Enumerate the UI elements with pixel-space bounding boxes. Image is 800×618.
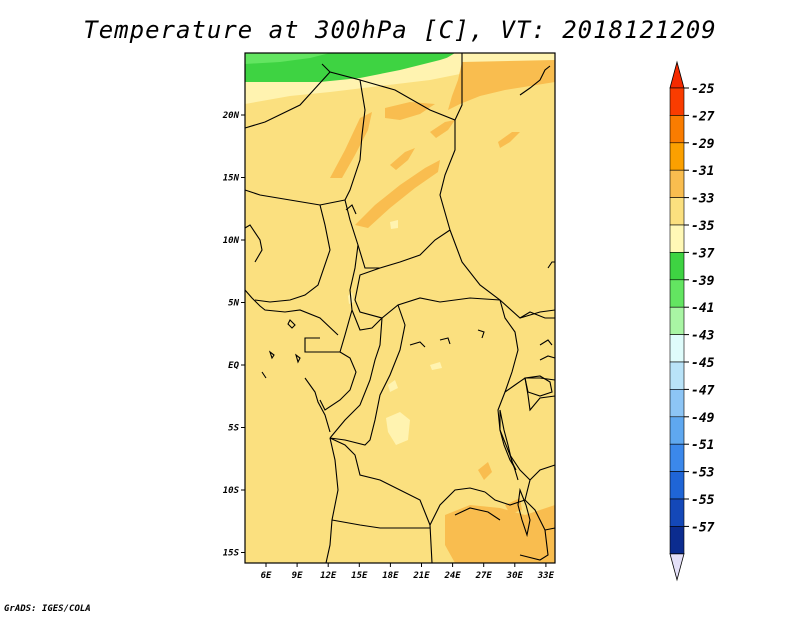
cool-patch-5 [390, 220, 398, 229]
colorbar-label: -39 [691, 274, 715, 289]
warm-patch-se [445, 505, 555, 563]
country-borders [244, 53, 556, 564]
lat-tick-label: 10S [223, 486, 240, 496]
colorbar-bottom-arrow [669, 553, 685, 582]
colorbar-swatch [669, 416, 685, 445]
lon-tick-label: 12E [320, 571, 337, 581]
colorbar-label: -53 [691, 466, 715, 481]
lat-tick-label: EQ [228, 361, 239, 371]
map-base-fill [245, 53, 555, 563]
colorbar-label: -33 [691, 192, 715, 207]
colorbar-label: -43 [691, 329, 715, 344]
warm-streak-2 [385, 102, 435, 120]
colorbar-swatch [669, 169, 685, 198]
colorbar-label: -31 [691, 164, 714, 179]
lat-tick-label: 15N [223, 174, 240, 184]
lon-tick-label: 9E [292, 571, 303, 581]
colorbar-swatch [669, 306, 685, 335]
latitude-axis: 20N 15N 10N 5N EQ 5S 10S 15S [222, 111, 245, 559]
colorbar-swatch [669, 334, 685, 363]
colorbar-swatch [669, 87, 685, 116]
colorbar-label: -37 [691, 246, 715, 261]
cool-patch-1 [386, 412, 410, 445]
colorbar-swatch [669, 197, 685, 226]
colorbar-swatch [669, 115, 685, 144]
colorbar-label: -29 [691, 137, 715, 152]
grads-credit: GrADS: IGES/COLA [4, 604, 91, 614]
lat-tick-label: 15S [223, 549, 240, 559]
lon-tick-label: 21E [412, 571, 430, 581]
lat-tick-label: 5N [228, 299, 239, 309]
colorbar-label: -45 [691, 356, 715, 371]
lon-tick-label: 33E [537, 571, 555, 581]
plot-area [244, 52, 556, 564]
light-green-band-north [245, 53, 330, 64]
longitude-axis: 6E 9E 12E 15E 18E 21E 24E 27E 30E 33E [261, 563, 555, 581]
green-band-north [245, 53, 462, 82]
colorbar-swatch [669, 224, 685, 253]
colorbar-label: -27 [691, 109, 715, 124]
warm-patch-ne [448, 60, 555, 110]
colorbar-swatch [669, 142, 685, 171]
cool-patch-2 [430, 362, 442, 370]
colorbar-label: -55 [691, 493, 715, 508]
warm-streak-1 [330, 112, 372, 178]
lat-tick-label: 10N [223, 236, 240, 246]
map-title: Temperature at 300hPa [C], VT: 201812120… [83, 16, 717, 44]
warm-streak-3 [355, 160, 440, 228]
lon-tick-label: 15E [351, 571, 368, 581]
colorbar-swatch [669, 498, 685, 527]
colorbar-swatch [669, 443, 685, 472]
lon-tick-label: 18E [382, 571, 399, 581]
colorbar: -25 -27 -29 -31 -33 -35 -37 -39 -41 -43 -45 -47 -49 -… [669, 60, 715, 582]
warm-streak-6 [498, 132, 520, 148]
colorbar-swatch [669, 252, 685, 281]
colorbar-label: -41 [691, 301, 714, 316]
colorbar-label: -25 [691, 82, 715, 97]
lon-tick-label: 30E [506, 571, 524, 581]
colorbar-swatch [669, 361, 685, 390]
warm-streak-4 [390, 148, 415, 170]
lat-tick-label: 5S [228, 424, 239, 434]
colorbar-label: -51 [691, 438, 714, 453]
colorbar-swatch [669, 389, 685, 418]
colorbar-swatch [669, 279, 685, 308]
lon-tick-label: 24E [443, 571, 461, 581]
lat-tick-label: 20N [222, 111, 240, 121]
plot-frame [244, 52, 556, 564]
lon-tick-label: 27E [475, 571, 493, 581]
colorbar-label: -57 [691, 520, 715, 535]
lon-tick-label: 6E [261, 571, 272, 581]
colorbar-swatch [669, 471, 685, 500]
colorbar-label: -49 [691, 411, 715, 426]
colorbar-label: -35 [691, 219, 715, 234]
colorbar-swatch [669, 526, 685, 555]
warm-spot-e [478, 462, 492, 480]
colorbar-label: -47 [691, 383, 715, 398]
cool-patch-4 [388, 380, 398, 392]
colorbar-top-arrow [669, 60, 685, 89]
warm-streak-5 [430, 120, 455, 138]
